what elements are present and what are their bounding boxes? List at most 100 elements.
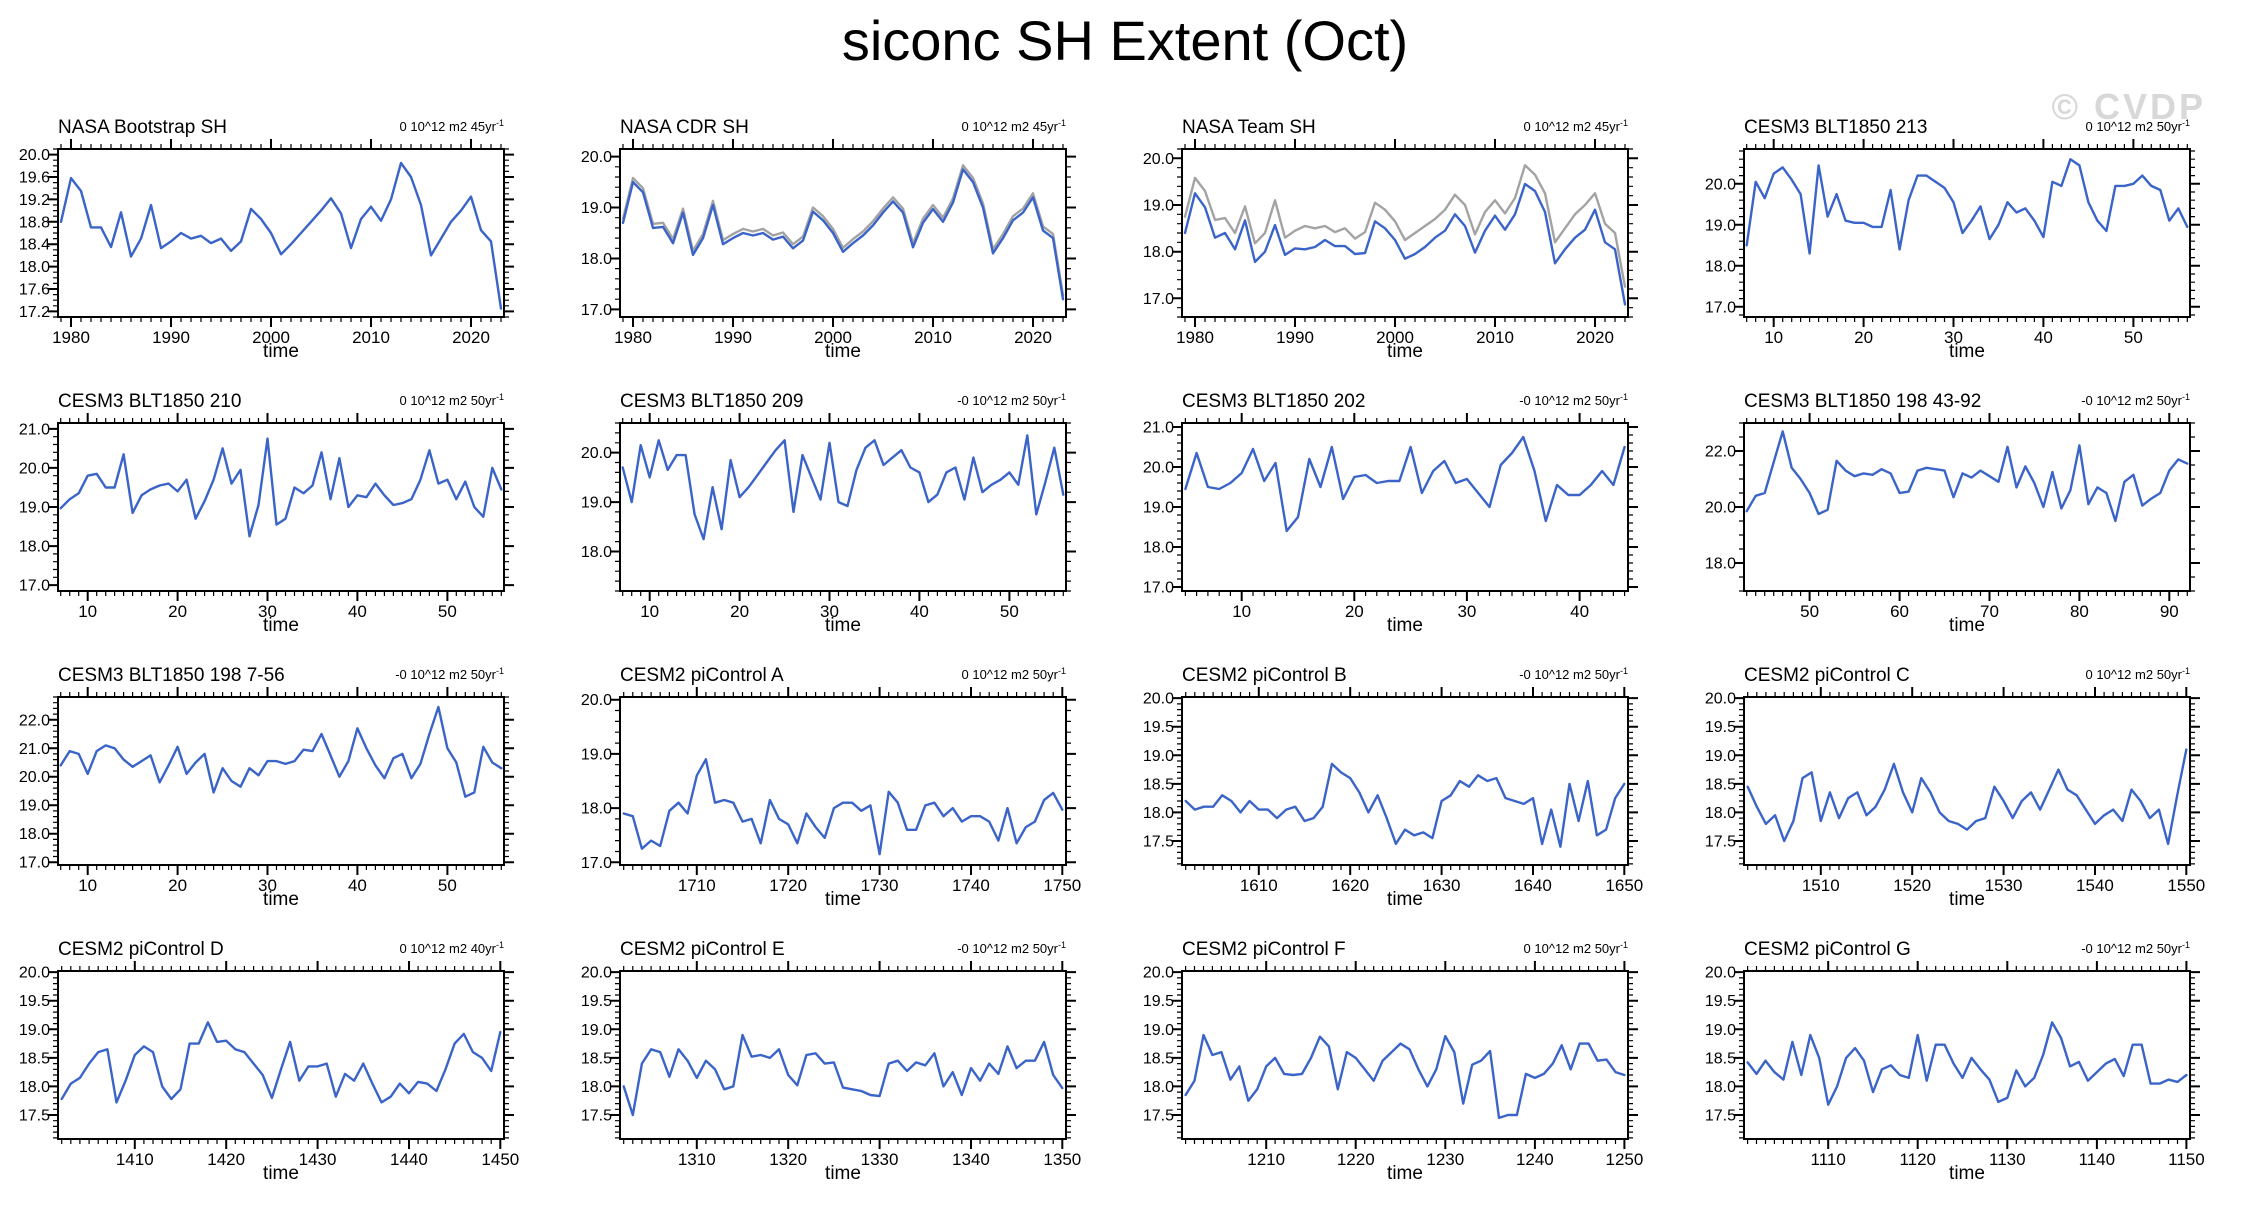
y-tick-label: 18.5 bbox=[1705, 776, 1736, 793]
y-tick-label: 18.0 bbox=[1705, 805, 1736, 822]
chart-canvas: 17.0 18.0 19.0 20.0 1710 1720 1730 1740 1750 CESM… bbox=[581, 665, 1081, 910]
data-line-model bbox=[59, 705, 503, 798]
x-axis-title: time bbox=[1949, 889, 1985, 908]
x-tick-label: 1140 bbox=[2079, 1150, 2116, 1169]
y-tick-label: 19.5 bbox=[581, 993, 612, 1010]
data-line-model bbox=[1745, 430, 2189, 523]
major-ticks bbox=[610, 139, 1076, 327]
plot-frame bbox=[57, 148, 505, 318]
x-tick-label: 20 bbox=[168, 602, 187, 621]
chart-panel-2: 17.0 18.0 19.0 20.0 1980 1990 2000 2010 2020 NASA… bbox=[563, 86, 1125, 362]
x-axis-title: time bbox=[1387, 341, 1423, 360]
y-tick-label: 20.0 bbox=[581, 965, 612, 982]
x-tick-label: 30 bbox=[258, 602, 277, 621]
data-line-model bbox=[1184, 762, 1626, 848]
y-tick-label: 19.0 bbox=[19, 798, 50, 815]
y-tick-label: 17.5 bbox=[581, 1108, 612, 1125]
x-tick-label: 1650 bbox=[1605, 876, 1643, 895]
x-tick-label: 1630 bbox=[1423, 876, 1461, 895]
x-axis-title: time bbox=[263, 889, 299, 908]
data-line-model bbox=[622, 758, 1064, 856]
plot-frame bbox=[1181, 148, 1629, 318]
y-tick-label: 20.0 bbox=[1143, 460, 1174, 477]
chart-title: CESM3 BLT1850 209 bbox=[620, 391, 803, 412]
major-ticks bbox=[1734, 961, 2200, 1149]
x-tick-label: 30 bbox=[1944, 328, 1963, 347]
chart-panel-15: 17.5 18.0 18.5 19.0 19.5 20.0 1210 1220 1230 1240… bbox=[1125, 908, 1687, 1184]
x-axis-title: time bbox=[825, 615, 861, 634]
major-ticks bbox=[48, 139, 514, 327]
trend-annotation: -0 10^12 m2 50yr-1 bbox=[2081, 392, 2190, 408]
x-tick-label: 1130 bbox=[1989, 1150, 2026, 1169]
y-tick-label: 18.8 bbox=[19, 214, 50, 231]
x-tick-label: 2010 bbox=[352, 328, 390, 347]
y-tick-label: 19.0 bbox=[1705, 1022, 1736, 1039]
x-tick-label: 1620 bbox=[1331, 876, 1369, 895]
chart-panel-9: 17.0 18.0 19.0 20.0 21.0 22.0 10 20 30 40 50 CESM3 … bbox=[1, 634, 563, 910]
x-tick-label: 40 bbox=[348, 602, 367, 621]
plot-frame bbox=[1743, 422, 2191, 592]
x-axis-title: time bbox=[825, 341, 861, 360]
x-tick-label: 1320 bbox=[769, 1150, 807, 1169]
y-tick-label: 17.0 bbox=[1143, 291, 1174, 308]
x-tick-label: 1980 bbox=[52, 328, 90, 347]
plot-frame bbox=[619, 696, 1067, 866]
x-axis-title: time bbox=[1949, 341, 1985, 360]
major-ticks bbox=[1172, 687, 1638, 875]
x-tick-label: 40 bbox=[1570, 602, 1589, 621]
x-tick-label: 50 bbox=[1000, 602, 1019, 621]
y-tick-label: 18.0 bbox=[19, 259, 50, 276]
x-tick-label: 1230 bbox=[1426, 1150, 1464, 1169]
chart-title: CESM2 piControl E bbox=[620, 939, 785, 960]
x-tick-label: 1310 bbox=[678, 1150, 716, 1169]
major-ticks bbox=[1734, 139, 2200, 327]
chart-panel-4: 17.0 18.0 19.0 20.0 10 20 30 40 50 CESM3 BLT1850 … bbox=[1687, 86, 2249, 362]
y-tick-label: 20.0 bbox=[581, 445, 612, 462]
data-line-model bbox=[621, 434, 1065, 541]
minor-ticks bbox=[53, 692, 509, 870]
x-tick-label: 60 bbox=[1890, 602, 1909, 621]
chart-title: CESM2 piControl B bbox=[1182, 665, 1347, 686]
major-ticks bbox=[48, 687, 514, 875]
data-line-model bbox=[1184, 435, 1626, 533]
x-tick-label: 1250 bbox=[1606, 1150, 1644, 1169]
plot-frame bbox=[619, 422, 1067, 592]
y-tick-label: 17.5 bbox=[1143, 1108, 1174, 1125]
chart-canvas: 17.0 18.0 19.0 20.0 21.0 10 20 30 40 50 CESM3 BLT1… bbox=[19, 391, 514, 636]
plot-frame bbox=[1743, 970, 2191, 1140]
y-tick-label: 18.4 bbox=[19, 237, 50, 254]
major-ticks bbox=[48, 961, 514, 1149]
data-line-alternate bbox=[1183, 164, 1627, 288]
x-tick-label: 1610 bbox=[1240, 876, 1278, 895]
chart-title: CESM3 BLT1850 210 bbox=[58, 391, 241, 412]
x-tick-label: 1410 bbox=[116, 1150, 154, 1169]
x-tick-label: 10 bbox=[78, 602, 97, 621]
x-axis-title: time bbox=[263, 1163, 299, 1182]
trend-annotation: 0 10^12 m2 50yr-1 bbox=[2086, 118, 2190, 134]
y-tick-label: 20.0 bbox=[1143, 965, 1174, 982]
chart-panel-16: 17.5 18.0 18.5 19.0 19.5 20.0 1110 1120 1130 1140… bbox=[1687, 908, 2249, 1184]
minor-ticks bbox=[1177, 692, 1633, 870]
chart-title: NASA Team SH bbox=[1182, 117, 1316, 138]
chart-canvas: 17.5 18.0 18.5 19.0 19.5 20.0 1210 1220 1230 1240… bbox=[1143, 939, 1644, 1184]
plot-frame bbox=[57, 422, 505, 592]
y-tick-label: 20.0 bbox=[581, 149, 612, 166]
minor-ticks bbox=[615, 418, 1071, 596]
trend-annotation: 0 10^12 m2 50yr-1 bbox=[400, 392, 504, 408]
data-line-model bbox=[1746, 748, 2188, 846]
minor-ticks bbox=[53, 418, 509, 596]
x-tick-label: 1990 bbox=[1276, 328, 1314, 347]
x-tick-label: 1220 bbox=[1337, 1150, 1375, 1169]
x-tick-label: 1990 bbox=[152, 328, 190, 347]
y-tick-label: 18.0 bbox=[1143, 540, 1174, 557]
x-tick-label: 1450 bbox=[481, 1150, 519, 1169]
x-tick-label: 2020 bbox=[1576, 328, 1614, 347]
chart-canvas: 17.5 18.0 18.5 19.0 19.5 20.0 1610 1620 1630 1640… bbox=[1143, 665, 1643, 910]
x-tick-label: 1520 bbox=[1893, 876, 1931, 895]
x-tick-label: 30 bbox=[1457, 602, 1476, 621]
x-tick-label: 1710 bbox=[678, 876, 716, 895]
x-axis-title: time bbox=[263, 615, 299, 634]
y-tick-label: 20.0 bbox=[1705, 500, 1736, 517]
trend-annotation: 0 10^12 m2 50yr-1 bbox=[962, 666, 1066, 682]
y-tick-label: 18.5 bbox=[1705, 1050, 1736, 1067]
